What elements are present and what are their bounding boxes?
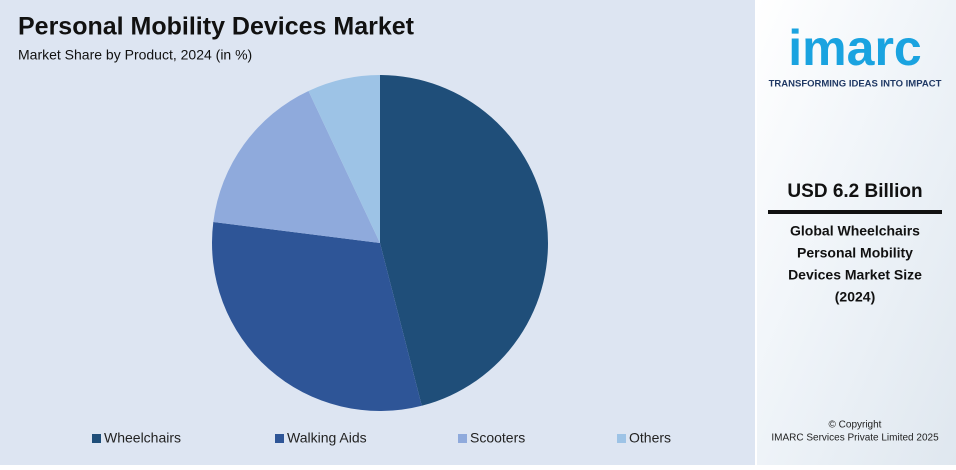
legend-swatch bbox=[617, 434, 626, 443]
logo: imarc bbox=[788, 20, 921, 76]
copyright: © Copyright bbox=[829, 420, 882, 431]
pie-slice bbox=[213, 90, 380, 244]
legend-swatch bbox=[458, 434, 467, 443]
description: (2024) bbox=[835, 289, 875, 305]
headline: USD 6.2 Billion bbox=[787, 181, 922, 202]
description: Personal Mobility bbox=[797, 245, 913, 261]
legend-label: Scooters bbox=[470, 430, 525, 446]
tagline: TRANSFORMING IDEAS INTO IMPACT bbox=[769, 79, 942, 90]
copyright: IMARC Services Private Limited 2025 bbox=[771, 433, 939, 444]
chart-subtitle: Market Share by Product, 2024 (in %) bbox=[18, 47, 252, 63]
pie-slice bbox=[380, 75, 549, 406]
chart-title: Personal Mobility Devices Market bbox=[18, 13, 415, 41]
legend-swatch bbox=[92, 434, 101, 443]
pie-slice bbox=[212, 221, 422, 411]
legend-swatch bbox=[275, 434, 284, 443]
legend-label: Wheelchairs bbox=[104, 430, 181, 446]
divider bbox=[768, 210, 942, 214]
legend-label: Walking Aids bbox=[287, 430, 367, 446]
pie-slice bbox=[308, 75, 380, 243]
description: Global Wheelchairs bbox=[790, 223, 920, 239]
side-panel bbox=[757, 0, 956, 465]
legend-label: Others bbox=[629, 430, 671, 446]
description: Devices Market Size bbox=[788, 267, 922, 283]
